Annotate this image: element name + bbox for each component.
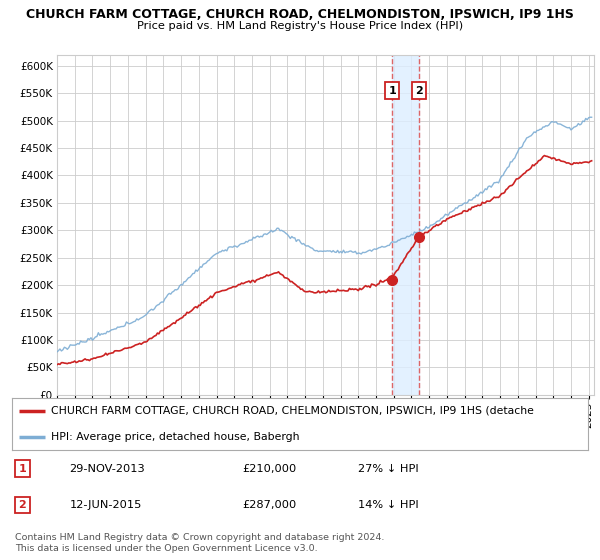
- Text: Price paid vs. HM Land Registry's House Price Index (HPI): Price paid vs. HM Land Registry's House …: [137, 21, 463, 31]
- Text: 29-NOV-2013: 29-NOV-2013: [70, 464, 145, 474]
- Text: 2: 2: [415, 86, 423, 96]
- Text: HPI: Average price, detached house, Babergh: HPI: Average price, detached house, Babe…: [51, 432, 299, 442]
- Text: CHURCH FARM COTTAGE, CHURCH ROAD, CHELMONDISTON, IPSWICH, IP9 1HS: CHURCH FARM COTTAGE, CHURCH ROAD, CHELMO…: [26, 8, 574, 21]
- Text: £287,000: £287,000: [242, 500, 296, 510]
- Text: 1: 1: [19, 464, 26, 474]
- Text: 1: 1: [388, 86, 396, 96]
- Text: 14% ↓ HPI: 14% ↓ HPI: [358, 500, 418, 510]
- Text: 12-JUN-2015: 12-JUN-2015: [70, 500, 142, 510]
- Text: Contains HM Land Registry data © Crown copyright and database right 2024.
This d: Contains HM Land Registry data © Crown c…: [15, 533, 385, 553]
- Text: £210,000: £210,000: [242, 464, 296, 474]
- Text: 2: 2: [19, 500, 26, 510]
- Bar: [392, 55, 419, 395]
- Text: CHURCH FARM COTTAGE, CHURCH ROAD, CHELMONDISTON, IPSWICH, IP9 1HS (detache: CHURCH FARM COTTAGE, CHURCH ROAD, CHELMO…: [51, 405, 534, 416]
- Text: 27% ↓ HPI: 27% ↓ HPI: [358, 464, 418, 474]
